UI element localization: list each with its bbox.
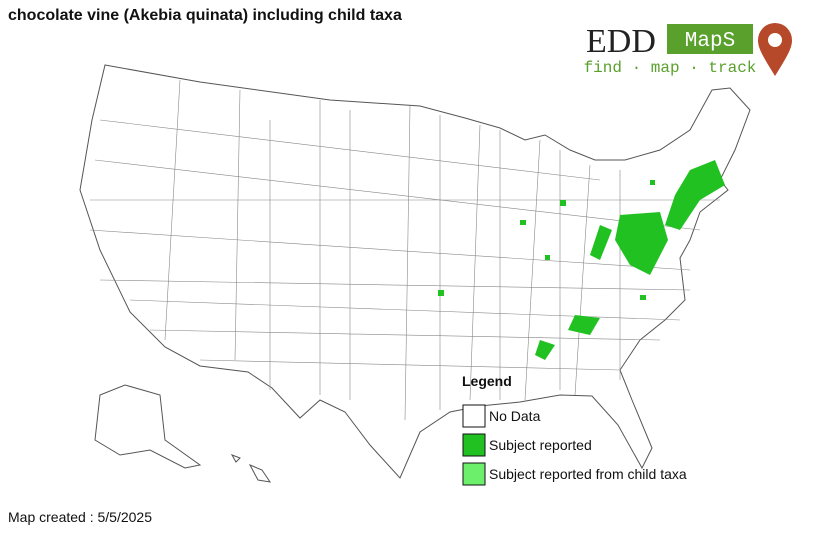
- legend-swatch: [462, 433, 486, 457]
- state-borders: [89, 79, 701, 421]
- county-grid: [90, 110, 720, 410]
- logo-box: [667, 24, 753, 54]
- logo-pin: [758, 23, 792, 76]
- contiguous-us: [79, 64, 751, 479]
- title: chocolate vine (Akebia quinata) includin…: [8, 7, 402, 24]
- logo-edd: EDD: [586, 23, 656, 60]
- alaska: [94, 384, 202, 469]
- logo-maps: MapS: [685, 30, 735, 53]
- us-map: [79, 64, 751, 483]
- legend-label: Subject reported from child taxa: [489, 466, 687, 482]
- logo-pin-hole: [768, 33, 782, 47]
- logo: EDD MapS find · map · track: [584, 23, 792, 77]
- legend-label: Subject reported: [489, 437, 592, 453]
- map-created: Map created : 5/5/2025: [8, 509, 152, 525]
- legend-swatch: [462, 462, 486, 486]
- legend-swatch: [462, 404, 486, 428]
- reported-counties: [438, 160, 725, 360]
- legend-title: Legend: [462, 373, 512, 389]
- legend: Legend No Data Subject reported Subject re…: [462, 373, 687, 486]
- logo-tagline: find · map · track: [584, 59, 757, 77]
- legend-label: No Data: [489, 408, 541, 424]
- hawaii: [230, 454, 272, 483]
